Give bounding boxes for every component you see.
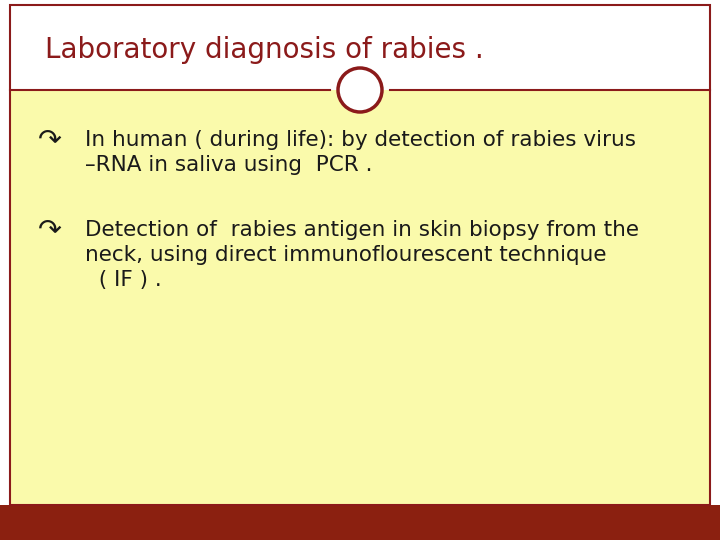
Text: neck, using direct immunoflourescent technique: neck, using direct immunoflourescent tec… — [85, 245, 606, 265]
Circle shape — [338, 68, 382, 112]
FancyBboxPatch shape — [10, 90, 710, 505]
Text: ↷: ↷ — [38, 126, 62, 154]
Text: Detection of  rabies antigen in skin biopsy from the: Detection of rabies antigen in skin biop… — [85, 220, 639, 240]
Text: ( IF ) .: ( IF ) . — [85, 270, 162, 290]
FancyBboxPatch shape — [10, 5, 710, 90]
Text: ↷: ↷ — [38, 216, 62, 244]
Text: In human ( during life): by detection of rabies virus: In human ( during life): by detection of… — [85, 130, 636, 150]
Text: Laboratory diagnosis of rabies .: Laboratory diagnosis of rabies . — [45, 36, 484, 64]
Text: –RNA in saliva using  PCR .: –RNA in saliva using PCR . — [85, 155, 372, 175]
FancyBboxPatch shape — [0, 505, 720, 540]
